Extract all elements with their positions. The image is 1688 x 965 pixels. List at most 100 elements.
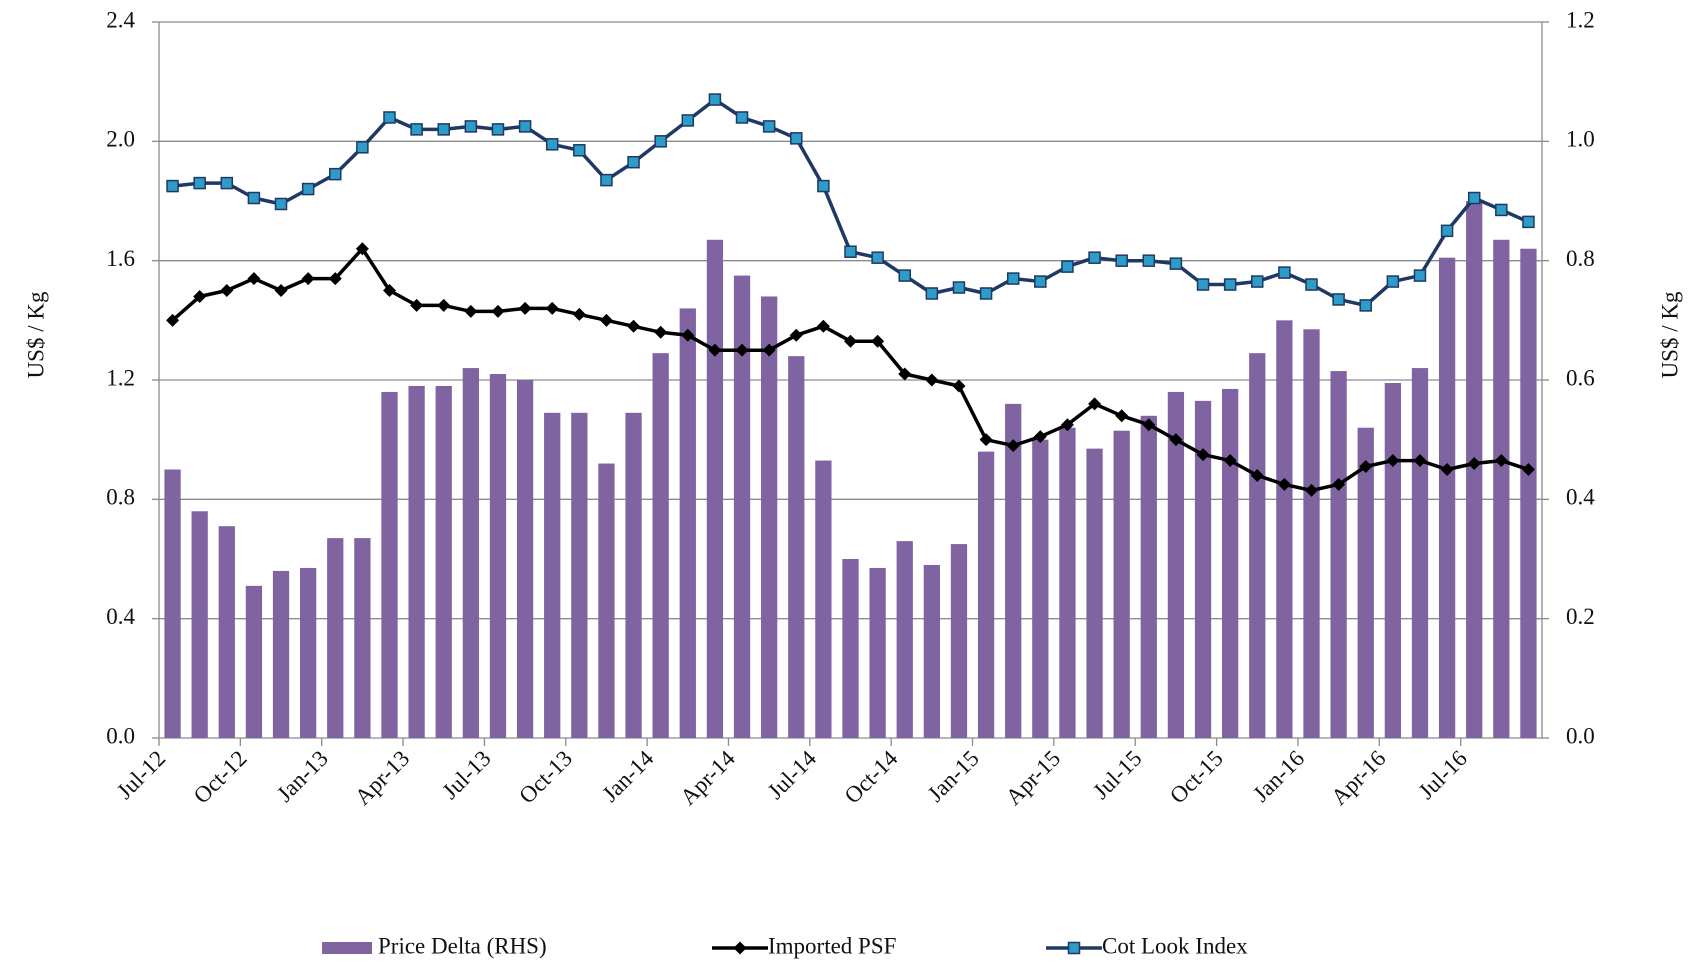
bar (435, 385, 452, 738)
marker (247, 191, 261, 205)
marker (1006, 272, 1020, 285)
marker (654, 325, 668, 339)
marker (1305, 278, 1318, 291)
marker (518, 301, 532, 315)
bar (272, 570, 290, 738)
marker (383, 284, 396, 297)
marker (1061, 260, 1074, 273)
bar (679, 308, 696, 738)
bar (1249, 353, 1266, 738)
y-axis-label: US$ / Kg (23, 291, 48, 378)
bar (571, 412, 588, 738)
marker (1440, 463, 1454, 476)
marker (1277, 477, 1291, 491)
legend-label: Imported PSF (768, 933, 896, 958)
bar (218, 526, 235, 738)
marker (1067, 941, 1081, 955)
marker (708, 343, 722, 357)
x-tick-label: Apr-13 (350, 746, 414, 810)
bar (1330, 371, 1347, 738)
marker (274, 284, 288, 297)
marker (410, 298, 424, 312)
y2-tick-label: 0.2 (1566, 604, 1595, 629)
marker (1196, 278, 1210, 291)
marker (437, 123, 450, 136)
x-tick-label: Jul-12 (112, 746, 170, 804)
x-tick-label: Apr-14 (675, 745, 740, 810)
marker (1467, 457, 1481, 471)
marker (654, 135, 667, 148)
x-tick-label: Oct-14 (840, 745, 903, 808)
bar (300, 567, 317, 738)
marker (898, 269, 911, 282)
marker (437, 298, 451, 312)
bar (733, 275, 751, 738)
marker (952, 281, 966, 294)
x-tick-label: Jan-15 (923, 746, 984, 807)
bar (1493, 239, 1510, 739)
marker (1332, 477, 1346, 491)
marker (844, 334, 857, 348)
y2-tick-label: 1.0 (1566, 127, 1595, 152)
bar (1411, 368, 1429, 738)
marker (545, 138, 559, 151)
marker (816, 319, 830, 333)
marker (871, 251, 884, 264)
line (171, 246, 1529, 493)
legend-item: Price Delta (RHS) (322, 933, 547, 958)
marker (356, 141, 369, 154)
bar (1140, 415, 1157, 738)
legend-label: Price Delta (RHS) (378, 933, 547, 958)
bar (544, 412, 561, 738)
bar (896, 541, 913, 738)
marker (274, 197, 288, 211)
marker (1413, 269, 1427, 282)
marker (1088, 397, 1102, 411)
y2-tick-label: 0.0 (1566, 723, 1595, 748)
marker (193, 176, 206, 190)
marker (545, 301, 559, 315)
bar (923, 564, 940, 738)
y-tick-label: 0.8 (106, 485, 135, 510)
bar (164, 469, 181, 738)
bar (245, 585, 263, 738)
marker (1060, 418, 1074, 432)
bar (1438, 257, 1456, 738)
marker (1250, 468, 1264, 482)
y2-tick-label: 1.2 (1566, 7, 1595, 32)
marker (681, 328, 695, 342)
marker (1521, 463, 1535, 476)
bar (381, 391, 398, 738)
marker (925, 287, 939, 300)
bar (1059, 427, 1076, 738)
marker (166, 179, 179, 193)
legend-item: Imported PSF (712, 933, 896, 958)
marker (762, 343, 776, 357)
marker (464, 120, 478, 133)
marker (1386, 454, 1400, 468)
marker (952, 379, 966, 393)
bar (1222, 388, 1239, 738)
marker (383, 111, 396, 124)
bar (1303, 329, 1320, 738)
marker (898, 367, 912, 381)
marker (1522, 215, 1535, 229)
marker (817, 179, 830, 193)
x-tick-label: Jul-15 (1088, 746, 1146, 804)
marker (1467, 191, 1481, 205)
marker (1332, 293, 1345, 306)
marker (1142, 254, 1156, 267)
marker (1115, 254, 1128, 267)
marker (627, 155, 640, 169)
x-tick-label: Jan-14 (597, 745, 658, 806)
marker (1088, 251, 1101, 264)
y-tick-label: 1.2 (106, 365, 135, 390)
line (172, 97, 1530, 308)
marker (735, 343, 749, 357)
y-tick-label: 0.0 (106, 723, 135, 748)
marker (1223, 278, 1237, 291)
marker (1359, 299, 1372, 312)
bar (869, 567, 886, 738)
marker (220, 284, 234, 297)
